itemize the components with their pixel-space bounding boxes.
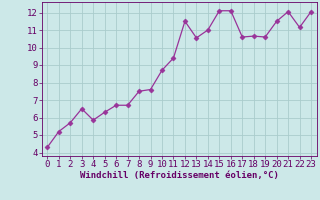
X-axis label: Windchill (Refroidissement éolien,°C): Windchill (Refroidissement éolien,°C): [80, 171, 279, 180]
